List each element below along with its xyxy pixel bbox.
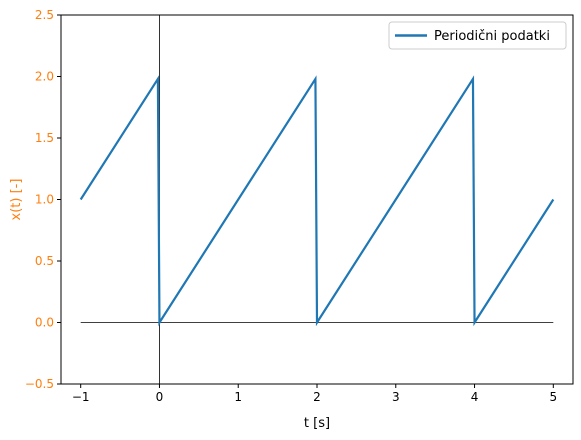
y-axis-label: x(t) [-]: [9, 179, 24, 221]
y-tick-label: 0.0: [35, 316, 54, 330]
y-tick-label: −0.5: [25, 377, 54, 391]
y-axis-label-text: x(t) [-]: [9, 179, 24, 221]
x-tick-label: 4: [471, 390, 479, 404]
legend-box: [388, 21, 567, 50]
x-tick-label: 1: [234, 390, 242, 404]
legend: Periodični podatki: [388, 21, 567, 50]
series-layer: [79, 75, 555, 327]
legend-label: Periodični podatki: [434, 29, 550, 44]
x-tick-label: 3: [392, 390, 400, 404]
x-tick-label: 5: [549, 390, 557, 404]
x-tick-label: 2: [313, 390, 321, 404]
series-line-0: [79, 75, 555, 327]
x-axis-ticks: −1 0 1 2 3 4 5: [72, 384, 557, 404]
x-axis-label-text: t [s]: [304, 416, 330, 431]
y-axis-ticks: −0.5 0.0 0.5 1.0 1.5 2.0 2.5: [25, 8, 61, 391]
x-axis-label: t [s]: [304, 416, 330, 431]
x-tick-label: 0: [156, 390, 164, 404]
y-tick-label: 2.0: [35, 70, 54, 84]
y-tick-label: 1.5: [35, 131, 54, 145]
x-tick-label: −1: [72, 390, 90, 404]
y-tick-label: 2.5: [35, 8, 54, 22]
y-tick-label: 0.5: [35, 254, 54, 268]
y-tick-label: 1.0: [35, 193, 54, 207]
